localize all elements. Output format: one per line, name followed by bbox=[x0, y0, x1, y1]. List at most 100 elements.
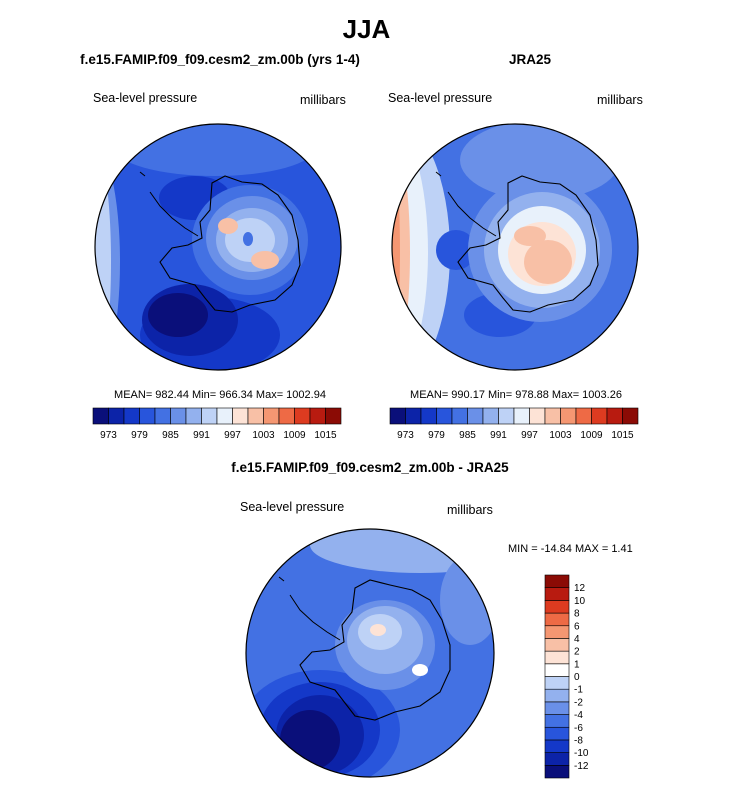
diff-peninsula-coastline bbox=[289, 594, 341, 641]
model-panel-title: f.e15.FAMIP.f09_f09.cesm2_zm.00b (yrs 1-… bbox=[80, 52, 360, 67]
colorbar-swatch bbox=[139, 407, 156, 425]
colorbar-swatch bbox=[591, 407, 608, 425]
model-antarctica-coastline bbox=[159, 175, 301, 313]
colorbar-tick-label: 991 bbox=[490, 430, 507, 441]
colorbar-tick-label: 997 bbox=[224, 430, 241, 441]
colorbar-swatch bbox=[263, 407, 280, 425]
colorbar-swatch bbox=[451, 407, 468, 425]
colorbar-swatch bbox=[309, 407, 326, 425]
diff-stats: MIN = -14.84 MAX = 1.41 bbox=[508, 543, 633, 555]
model-field-dome-low bbox=[243, 232, 253, 246]
colorbar-swatch bbox=[123, 407, 140, 425]
colorbar-swatch bbox=[544, 714, 570, 728]
colorbar-tick-label: -1 bbox=[574, 685, 583, 696]
colorbar-tick-label: 1015 bbox=[314, 430, 337, 441]
colorbar-tick-label: 973 bbox=[100, 430, 117, 441]
colorbar-tick-label: 6 bbox=[574, 621, 580, 632]
colorbar-swatch bbox=[436, 407, 453, 425]
colorbar-tick-label: -12 bbox=[574, 761, 589, 772]
colorbar-swatch bbox=[325, 407, 342, 425]
model-field-west-edge bbox=[95, 142, 120, 370]
colorbar-swatch bbox=[544, 752, 570, 766]
colorbar-swatch bbox=[544, 726, 570, 741]
colorbar-tick-label: 979 bbox=[131, 430, 148, 441]
colorbar-tick-label: -6 bbox=[574, 723, 583, 734]
colorbar-swatch bbox=[467, 407, 484, 425]
diff-field-positive-2 bbox=[412, 664, 428, 676]
obs-field-high-1 bbox=[524, 240, 572, 284]
colorbar-tick-label: 1015 bbox=[611, 430, 634, 441]
diff-field-positive-1 bbox=[370, 624, 386, 636]
obs-field-low-2 bbox=[436, 230, 476, 270]
model-map-border bbox=[94, 123, 342, 371]
diff-variable-label: Sea-level pressure bbox=[240, 500, 345, 514]
colorbar-tick-label: 10 bbox=[574, 596, 586, 607]
colorbar-tick-label: -10 bbox=[574, 748, 589, 759]
colorbar-swatch bbox=[544, 587, 570, 601]
colorbar-swatch bbox=[389, 407, 406, 425]
colorbar-tick-label: 997 bbox=[521, 430, 538, 441]
obs-variable-label: Sea-level pressure bbox=[388, 91, 493, 105]
colorbar-swatch bbox=[185, 407, 202, 425]
model-stats: MEAN= 982.44 Min= 966.34 Max= 1002.94 bbox=[114, 389, 326, 401]
colorbar-swatch bbox=[544, 407, 561, 425]
model-peninsula-coastline bbox=[149, 191, 199, 237]
colorbar-tick-label: 1003 bbox=[549, 430, 572, 441]
colorbar-swatch bbox=[420, 407, 437, 425]
obs-colorbar: 973 979 985 991 997 1003 1009 1015 bbox=[389, 407, 639, 441]
model-field-high-1 bbox=[218, 218, 238, 234]
diff-south-america-tip bbox=[278, 576, 285, 582]
colorbar-swatch bbox=[544, 625, 570, 639]
colorbar-swatch bbox=[560, 407, 577, 425]
diff-units-label: millibars bbox=[447, 503, 493, 517]
model-field-low-core bbox=[148, 293, 208, 337]
colorbar-tick-label: 985 bbox=[459, 430, 476, 441]
colorbar-swatch bbox=[247, 407, 264, 425]
model-south-america-tip bbox=[139, 171, 146, 177]
colorbar-swatch bbox=[575, 407, 592, 425]
colorbar-swatch bbox=[544, 688, 570, 703]
obs-field-west-edge-4 bbox=[392, 142, 400, 362]
colorbar-swatch bbox=[170, 407, 187, 425]
colorbar-swatch bbox=[92, 407, 109, 425]
colorbar-tick-label: 0 bbox=[574, 672, 580, 683]
obs-field-high-2 bbox=[514, 226, 546, 246]
colorbar-tick-label: 991 bbox=[193, 430, 210, 441]
colorbar-swatch bbox=[498, 407, 515, 425]
colorbar-tick-label: 985 bbox=[162, 430, 179, 441]
model-field-high-2 bbox=[251, 251, 279, 269]
model-units-label: millibars bbox=[300, 93, 346, 107]
colorbar-swatch bbox=[544, 663, 570, 677]
colorbar-tick-label: 1003 bbox=[252, 430, 275, 441]
obs-panel-title: JRA25 bbox=[508, 52, 552, 67]
colorbar-tick-label: -8 bbox=[574, 735, 583, 746]
obs-field-west-edge-2 bbox=[392, 124, 428, 370]
model-colorbar: 973 979 985 991 997 1003 1009 1015 bbox=[92, 407, 342, 441]
diff-antarctica-coastline bbox=[299, 579, 451, 721]
model-map bbox=[94, 123, 342, 371]
obs-map-border bbox=[391, 123, 639, 371]
colorbar-swatch bbox=[154, 407, 171, 425]
obs-stats: MEAN= 990.17 Min= 978.88 Max= 1003.26 bbox=[410, 389, 622, 401]
season-title: JJA bbox=[342, 14, 391, 44]
colorbar-swatch bbox=[513, 407, 530, 425]
colorbar-swatch bbox=[622, 407, 639, 425]
colorbar-swatch bbox=[544, 676, 570, 690]
colorbar-swatch bbox=[201, 407, 218, 425]
colorbar-tick-label: 1 bbox=[574, 659, 580, 670]
obs-field-west-edge-3 bbox=[392, 132, 410, 370]
colorbar-swatch bbox=[232, 407, 249, 425]
colorbar-swatch bbox=[482, 407, 499, 425]
colorbar-tick-label: -4 bbox=[574, 710, 583, 721]
colorbar-swatch bbox=[606, 407, 623, 425]
colorbar-tick-label: 2 bbox=[574, 647, 580, 658]
colorbar-swatch bbox=[544, 600, 570, 614]
obs-peninsula-coastline bbox=[447, 191, 497, 237]
obs-map bbox=[391, 123, 639, 371]
obs-units-label: millibars bbox=[597, 93, 643, 107]
obs-south-america-tip bbox=[435, 171, 442, 177]
colorbar-tick-label: -2 bbox=[574, 697, 583, 708]
diff-field-east-band bbox=[440, 555, 494, 645]
